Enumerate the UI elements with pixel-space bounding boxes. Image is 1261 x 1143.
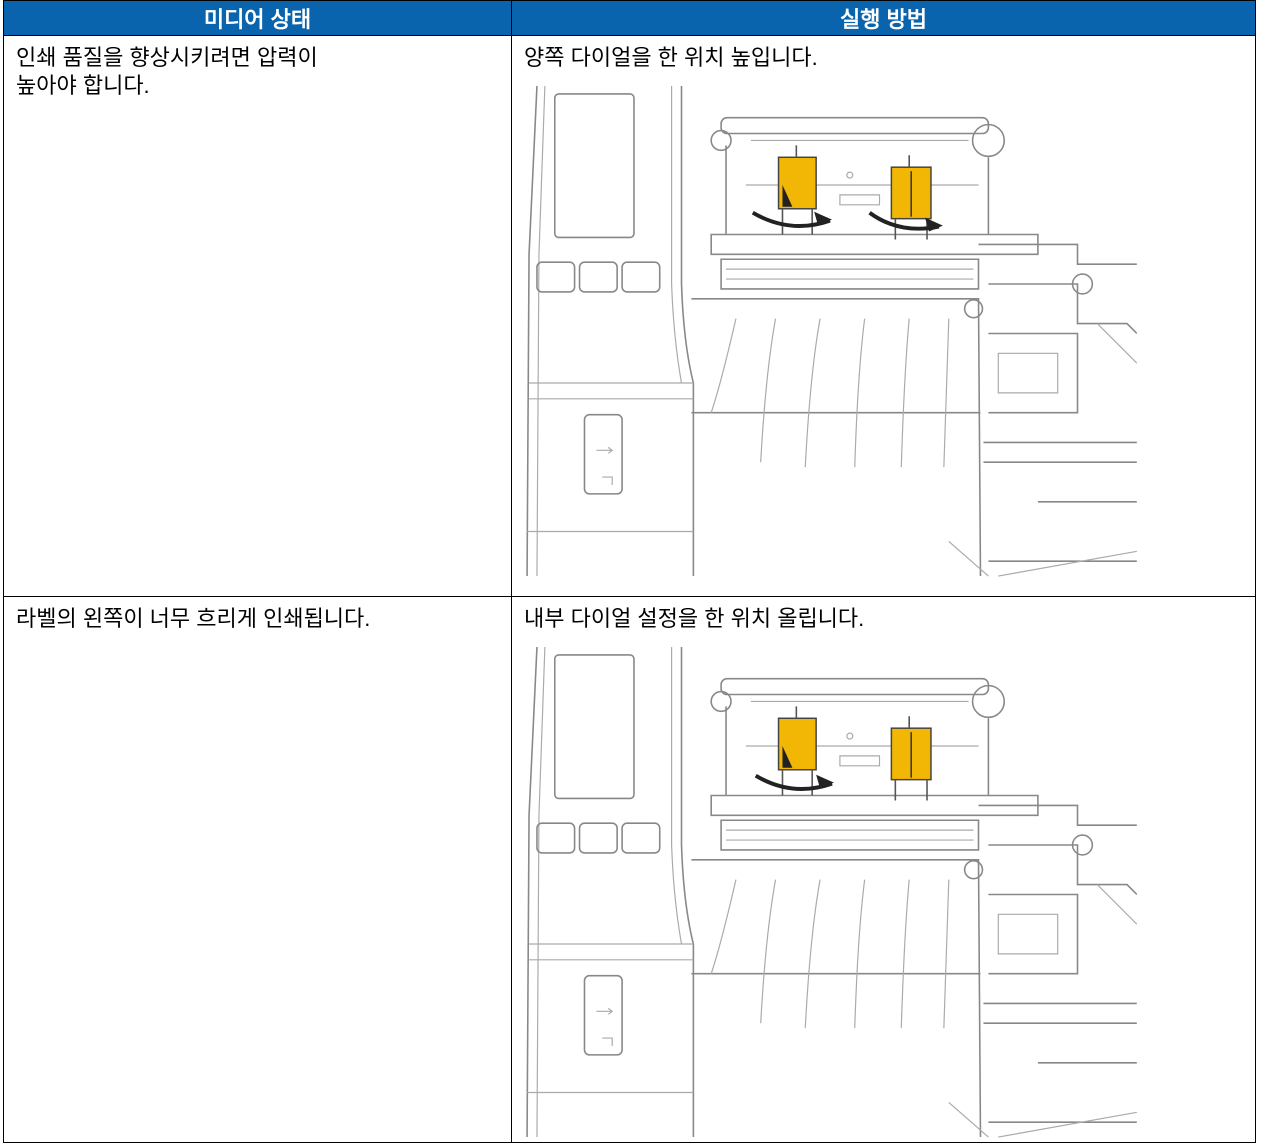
column-header: 실행 방법 [511,0,1256,36]
column-header: 미디어 상태 [3,0,512,36]
status-table: 미디어 상태 실행 방법 인쇄 품질을 향상시키려면 압력이 높아야 합니다. … [3,0,1256,1143]
header-row: 미디어 상태 실행 방법 [3,0,1256,36]
action-text: 내부 다이얼 설정을 한 위치 올립니다. [524,606,865,631]
table-row: 라벨의 왼쪽이 너무 흐리게 인쇄됩니다. 내부 다이얼 설정을 한 위치 올립… [3,596,1256,1143]
printer-illustration [520,647,1140,1142]
action-text: 양쪽 다이얼을 한 위치 높입니다. [524,45,818,70]
condition-text: 라벨의 왼쪽이 너무 흐리게 인쇄됩니다. [16,606,371,631]
table-cell: 양쪽 다이얼을 한 위치 높입니다. [511,35,1256,597]
condition-text: 인쇄 품질을 향상시키려면 압력이 높아야 합니다. [16,45,318,98]
table-cell: 인쇄 품질을 향상시키려면 압력이 높아야 합니다. [3,35,512,597]
table-cell: 내부 다이얼 설정을 한 위치 올립니다. [511,596,1256,1143]
table-row: 인쇄 품질을 향상시키려면 압력이 높아야 합니다. 양쪽 다이얼을 한 위치 … [3,35,1256,597]
table-cell: 라벨의 왼쪽이 너무 흐리게 인쇄됩니다. [3,596,512,1143]
printer-illustration [520,86,1140,581]
